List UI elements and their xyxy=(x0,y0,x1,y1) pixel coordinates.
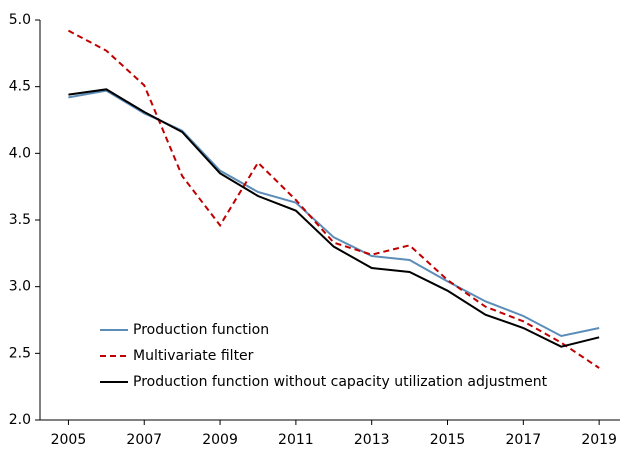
legend-label: Production function without capacity uti… xyxy=(133,374,548,390)
y-tick-label: 5.0 xyxy=(9,12,31,28)
legend-label: Production function xyxy=(133,322,269,338)
x-tick-label: 2005 xyxy=(51,432,87,448)
y-tick-label: 4.5 xyxy=(9,79,31,95)
y-tick-label: 2.5 xyxy=(9,345,31,361)
x-tick-label: 2015 xyxy=(430,432,466,448)
series-line xyxy=(68,88,600,348)
legend-label: Multivariate filter xyxy=(133,348,254,364)
y-tick-label: 2.0 xyxy=(9,412,31,428)
series-line xyxy=(67,29,600,369)
x-tick-label: 2017 xyxy=(506,432,542,448)
y-tick-label: 4.0 xyxy=(9,145,31,161)
x-tick-label: 2009 xyxy=(202,432,238,448)
x-tick-label: 2019 xyxy=(581,432,617,448)
y-tick-label: 3.5 xyxy=(9,212,31,228)
series-line xyxy=(68,89,600,338)
x-tick-label: 2013 xyxy=(354,432,390,448)
y-tick-label: 3.0 xyxy=(9,279,31,295)
x-tick-label: 2011 xyxy=(278,432,314,448)
x-tick-label: 2007 xyxy=(126,432,162,448)
